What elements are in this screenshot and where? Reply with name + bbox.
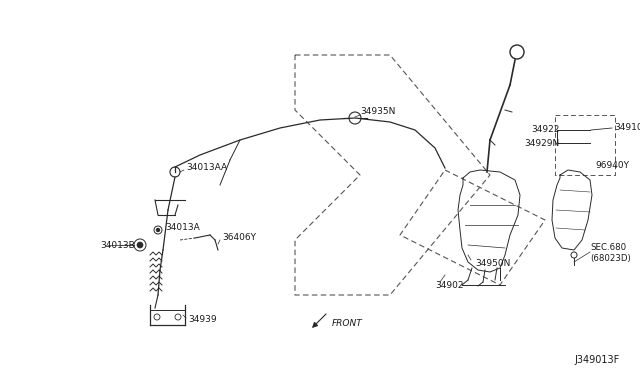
Text: 36406Y: 36406Y bbox=[222, 232, 256, 241]
Text: 34935N: 34935N bbox=[360, 108, 396, 116]
Text: 34929N: 34929N bbox=[525, 138, 560, 148]
Text: 34013A: 34013A bbox=[165, 224, 200, 232]
Text: (68023D): (68023D) bbox=[590, 253, 631, 263]
Circle shape bbox=[157, 228, 159, 231]
Text: J349013F: J349013F bbox=[575, 355, 620, 365]
Text: 34902: 34902 bbox=[435, 280, 463, 289]
Circle shape bbox=[137, 242, 143, 248]
Text: FRONT: FRONT bbox=[332, 318, 363, 327]
Text: 96940Y: 96940Y bbox=[595, 160, 629, 170]
Text: 34013B: 34013B bbox=[100, 241, 135, 250]
Text: 34922: 34922 bbox=[532, 125, 560, 135]
Text: 34910: 34910 bbox=[614, 124, 640, 132]
Text: 34013AA: 34013AA bbox=[186, 164, 227, 173]
Text: SEC.680: SEC.680 bbox=[590, 244, 626, 253]
Text: 34950N: 34950N bbox=[475, 259, 510, 267]
Text: 34939: 34939 bbox=[188, 315, 216, 324]
